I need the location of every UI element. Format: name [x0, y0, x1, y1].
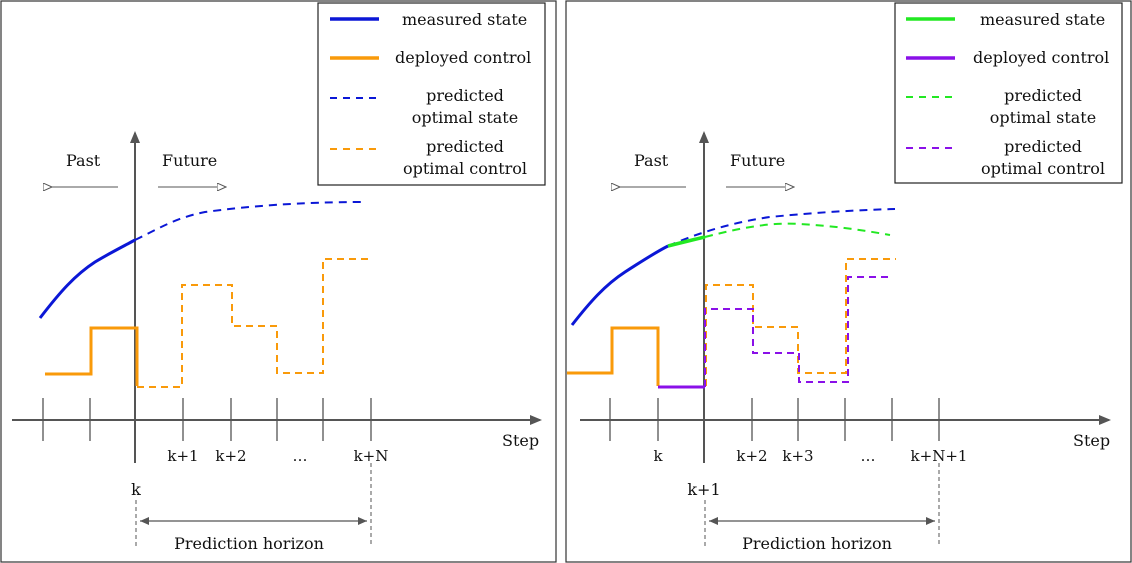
- tick-label-kN: k+N: [354, 447, 389, 465]
- predicted-control-line: [704, 276, 889, 387]
- legend-measured-state: measured state: [402, 10, 527, 29]
- tick-label-k: k: [653, 447, 663, 465]
- tick-label-ellipsis: …: [293, 447, 308, 465]
- tick-marks: [42, 398, 372, 441]
- previous-deployed-control-line: [567, 326, 660, 386]
- horizon-label: Prediction horizon: [742, 534, 892, 553]
- panel-border: [565, 0, 1132, 563]
- step-axis-label: Step: [1073, 431, 1110, 450]
- legend-box: [894, 2, 1123, 184]
- past-label: Past: [66, 151, 101, 170]
- legend-predicted-state-line2: optimal state: [412, 108, 518, 127]
- legend-predicted-control-line1: predicted: [1004, 137, 1082, 156]
- legend: measured state deployed control predicte…: [894, 2, 1123, 184]
- legend-predicted-control-line1: predicted: [426, 137, 504, 156]
- predicted-state-curve: [704, 222, 891, 238]
- current-step-label: k+1: [687, 480, 720, 499]
- tick-label-ellipsis: …: [861, 447, 876, 465]
- tick-label-k2: k+2: [215, 447, 246, 465]
- current-step-label: k: [131, 480, 141, 499]
- tick-marks: [609, 398, 940, 441]
- legend-box: [317, 2, 546, 186]
- legend-measured-state: measured state: [980, 10, 1105, 29]
- legend-predicted-control-line2: optimal control: [981, 159, 1105, 178]
- step-axis-label: Step: [502, 431, 539, 450]
- previous-predicted-control-line: [705, 258, 896, 386]
- predicted-state-curve: [134, 201, 366, 241]
- legend-predicted-state-line1: predicted: [426, 86, 504, 105]
- panel-right: measured state deployed control predicte…: [565, 0, 1132, 563]
- previous-predicted-state-curve: [667, 208, 896, 247]
- horizon-label: Prediction horizon: [174, 534, 324, 553]
- deployed-control-line: [45, 326, 139, 386]
- legend-predicted-state-line2: optimal state: [990, 108, 1096, 127]
- panel-border: [0, 0, 557, 563]
- predicted-control-line: [137, 258, 373, 388]
- legend-deployed-control: deployed control: [395, 48, 531, 67]
- measured-state-curve: [38, 238, 136, 319]
- future-label: Future: [730, 151, 785, 170]
- legend: measured state deployed control predicte…: [317, 2, 546, 186]
- past-label: Past: [634, 151, 669, 170]
- tick-label-k3: k+3: [782, 447, 813, 465]
- previous-measured-state-curve: [570, 244, 669, 326]
- legend-deployed-control: deployed control: [973, 48, 1109, 67]
- panel-left: measured state deployed control predicte…: [0, 0, 557, 563]
- future-label: Future: [162, 151, 217, 170]
- legend-predicted-state-line1: predicted: [1004, 86, 1082, 105]
- measured-state-curve: [667, 235, 706, 248]
- tick-label-k1: k+1: [167, 447, 198, 465]
- tick-label-kN1: k+N+1: [911, 447, 968, 465]
- tick-label-k2: k+2: [736, 447, 767, 465]
- legend-predicted-control-line2: optimal control: [403, 159, 527, 178]
